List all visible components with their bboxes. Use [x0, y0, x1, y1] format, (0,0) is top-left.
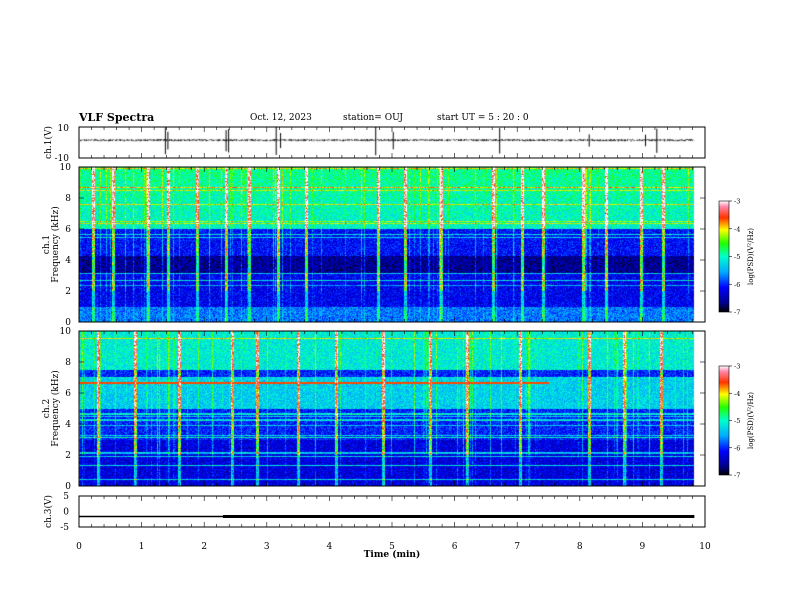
- ch1-colorbar-label: log(PSD)(V²/Hz): [747, 228, 755, 285]
- station-label: station= OUJ: [343, 113, 404, 123]
- ch3-ytick-bottom: -5: [60, 523, 69, 533]
- y-tick-label: 4: [65, 420, 71, 430]
- colorbar-tick-label: -4: [734, 225, 740, 233]
- ch1-waveform-ylabel: ch.1(V): [43, 126, 54, 159]
- time-axis-label: Time (min): [364, 549, 421, 560]
- ch1-panel-label: ch.1: [42, 235, 52, 254]
- y-tick-label: 2: [65, 451, 71, 461]
- ch3-waveform-panel: 5 0 -5 ch.3(V): [43, 492, 706, 533]
- y-tick-label: 10: [60, 163, 72, 173]
- colorbar-tick-label: -3: [734, 198, 740, 206]
- ch3-ytick-mid: 0: [63, 508, 69, 518]
- colorbar-tick-label: -6: [734, 281, 740, 289]
- y-tick-label: 6: [65, 389, 71, 399]
- x-tick-label: 2: [201, 542, 207, 552]
- ch3-waveform-frame: [78, 495, 706, 528]
- colorbar-tick-label: -7: [734, 472, 740, 480]
- colorbar-tick-label: -4: [734, 390, 740, 398]
- y-tick-label: 2: [65, 287, 71, 297]
- colorbar-tick-label: -7: [734, 309, 740, 317]
- x-tick-label: 7: [514, 542, 520, 552]
- colorbar-tick-label: -6: [734, 444, 740, 452]
- x-tick-label: 1: [139, 542, 145, 552]
- time-axis-ticks: 0 1 2 3 4 5 6 7 8 9 10: [76, 542, 711, 552]
- ch2-panel-label: ch.2: [42, 399, 52, 418]
- x-tick-label: 9: [640, 542, 646, 552]
- y-tick-label: 8: [65, 194, 71, 204]
- ch3-ytick-top: 5: [63, 492, 69, 502]
- y-tick-label: 0: [65, 318, 71, 328]
- figure-title: VLF Spectra: [79, 111, 155, 124]
- ch1-colorbar: [718, 200, 730, 313]
- ch2-colorbar: [718, 365, 730, 476]
- x-tick-label: 3: [264, 542, 270, 552]
- ch2-colorbar-label: log(PSD)(V²/Hz): [747, 392, 755, 449]
- start-time-label: start UT = 5 : 20 : 0: [437, 113, 529, 123]
- ch1-waveform-panel: 10 -10 ch.1(V): [43, 124, 706, 164]
- colorbar-tick-label: -5: [734, 253, 740, 261]
- ch2-frequency-ylabel: Frequency (kHz): [50, 370, 61, 447]
- ch1-ytick-top: 10: [58, 124, 70, 134]
- x-tick-label: 6: [452, 542, 458, 552]
- y-tick-label: 6: [65, 225, 71, 235]
- x-tick-label: 4: [327, 542, 333, 552]
- ch3-waveform-ylabel: ch.3(V): [43, 495, 54, 528]
- ch1-frequency-ylabel: Frequency (kHz): [50, 206, 61, 283]
- y-tick-label: 0: [65, 482, 71, 492]
- x-tick-label: 8: [577, 542, 583, 552]
- date-label: Oct. 12, 2023: [250, 113, 312, 123]
- ch1-ytick-bottom: -10: [55, 154, 70, 164]
- colorbar-tick-label: -3: [734, 363, 740, 371]
- y-tick-label: 8: [65, 358, 71, 368]
- y-tick-label: 4: [65, 256, 71, 266]
- x-tick-label: 0: [76, 542, 82, 552]
- x-tick-label: 5: [389, 542, 395, 552]
- y-tick-label: 10: [60, 327, 72, 337]
- x-tick-label: 10: [699, 542, 711, 552]
- colorbar-tick-label: -5: [734, 417, 740, 425]
